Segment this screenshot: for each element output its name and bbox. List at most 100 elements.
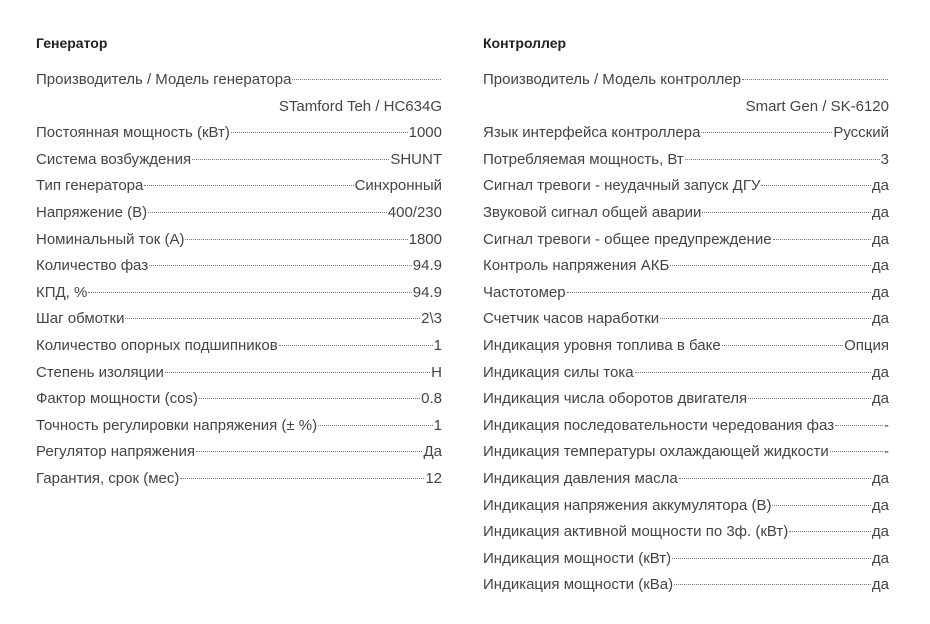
spec-row: Степень изоляции H — [36, 360, 442, 387]
spec-row-controller-model: Производитель / Модель контроллер — [483, 67, 889, 94]
dot-leader — [144, 185, 354, 187]
spec-row: Счетчик часов наработки да — [483, 306, 889, 333]
spec-row: Потребляемая мощность, Вт 3 — [483, 147, 889, 174]
spec-value: да — [871, 363, 889, 381]
spec-row: Индикация температуры охлаждающей жидкос… — [483, 439, 889, 466]
dot-leader — [192, 158, 390, 160]
dot-leader — [742, 79, 888, 80]
spec-row: Шаг обмотки 2\3 — [36, 306, 442, 333]
spec-label: Язык интерфейса контроллера — [483, 124, 701, 142]
spec-value: Русский — [833, 124, 889, 142]
spec-value: 400/230 — [387, 203, 442, 221]
spec-label: Регулятор напряжения — [36, 443, 195, 461]
spec-label: Гарантия, срок (мес) — [36, 469, 180, 487]
spec-label: Постоянная мощность (кВт) — [36, 124, 230, 142]
spec-row: Сигнал тревоги - общее предупреждение да — [483, 227, 889, 254]
spec-value: да — [871, 549, 889, 567]
spec-row: Система возбуждения SHUNT — [36, 147, 442, 174]
spec-label: Потребляемая мощность, Вт — [483, 150, 684, 168]
spec-label: Количество фаз — [36, 257, 149, 275]
spec-label: Производитель / Модель генератора — [36, 71, 292, 88]
spec-value: да — [871, 310, 889, 328]
spec-row: Количество опорных подшипников 1 — [36, 333, 442, 360]
spec-label: КПД, % — [36, 283, 88, 301]
spec-value: да — [871, 576, 889, 594]
spec-row: Язык интерфейса контроллера Русский — [483, 120, 889, 147]
spec-row: Номинальный ток (А) 1800 — [36, 227, 442, 254]
spec-label: Индикация уровня топлива в баке — [483, 336, 721, 354]
dot-leader — [198, 398, 421, 400]
dot-leader — [318, 424, 433, 426]
spec-row: Индикация последовательности чередования… — [483, 413, 889, 440]
dot-leader — [566, 291, 871, 293]
spec-value: да — [871, 283, 889, 301]
spec-value: 3 — [880, 150, 889, 168]
spec-row-generator-model: Производитель / Модель генератора — [36, 67, 442, 94]
spec-label: Индикация напряжения аккумулятора (В) — [483, 496, 772, 514]
spec-value: 12 — [425, 469, 442, 487]
spec-row: Гарантия, срок (мес) 12 — [36, 466, 442, 493]
spec-value: 94.9 — [412, 257, 442, 275]
controller-section: Контроллер Производитель / Модель контро… — [483, 33, 889, 599]
generator-model-value: STamford Teh / HC634G — [278, 97, 442, 115]
spec-row: Постоянная мощность (кВт) 1000 — [36, 120, 442, 147]
controller-model-value: Smart Gen / SK-6120 — [745, 97, 889, 115]
spec-label: Счетчик часов наработки — [483, 310, 660, 328]
spec-row: Звуковой сигнал общей аварии да — [483, 200, 889, 227]
spec-label: Система возбуждения — [36, 150, 192, 168]
dot-leader — [772, 238, 871, 240]
spec-label: Степень изоляции — [36, 363, 164, 381]
dot-leader — [761, 185, 871, 187]
dot-leader — [660, 318, 871, 320]
dot-leader — [164, 371, 431, 373]
spec-label: Шаг обмотки — [36, 310, 125, 328]
spec-label: Сигнал тревоги - неудачный запуск ДГУ — [483, 177, 761, 195]
spec-value: да — [871, 523, 889, 541]
spec-label: Индикация активной мощности по 3ф. (кВт) — [483, 523, 789, 541]
spec-row: Индикация мощности (кВа) да — [483, 572, 889, 599]
spec-row: Точность регулировки напряжения (± %) 1 — [36, 413, 442, 440]
spec-row: Индикация числа оборотов двигателя да — [483, 386, 889, 413]
spec-value: 0.8 — [421, 390, 442, 408]
spec-value: да — [871, 469, 889, 487]
spec-label: Индикация давления масла — [483, 469, 678, 487]
spec-value: 1800 — [408, 230, 442, 248]
dot-leader — [278, 344, 433, 346]
spec-value: H — [431, 363, 442, 381]
dot-leader — [674, 584, 871, 586]
spec-row: Напряжение (В) 400/230 — [36, 200, 442, 227]
dot-leader — [634, 371, 871, 373]
spec-row: Индикация давления масла да — [483, 466, 889, 493]
spec-label: Количество опорных подшипников — [36, 336, 278, 354]
spec-value: Да — [423, 443, 442, 461]
spec-value: да — [871, 257, 889, 275]
spec-label: Напряжение (В) — [36, 203, 148, 221]
spec-label: Индикация последовательности чередования… — [483, 416, 835, 434]
spec-value: Синхронный — [354, 177, 442, 195]
dot-leader — [701, 132, 833, 134]
spec-row: Индикация уровня топлива в баке Опция — [483, 333, 889, 360]
dot-leader — [672, 557, 871, 559]
spec-label: Частотомер — [483, 283, 566, 301]
spec-value: да — [871, 177, 889, 195]
spec-label: Индикация мощности (кВа) — [483, 576, 674, 594]
spec-row: КПД, % 94.9 — [36, 280, 442, 307]
spec-row: Регулятор напряжения Да — [36, 439, 442, 466]
spec-value: 1 — [433, 416, 442, 434]
spec-row: Частотомер да — [483, 280, 889, 307]
dot-leader — [684, 158, 880, 160]
spec-label: Индикация числа оборотов двигателя — [483, 390, 748, 408]
dot-leader — [185, 238, 408, 240]
dot-leader — [148, 211, 387, 213]
dot-leader — [835, 424, 883, 426]
spec-value: Опция — [844, 336, 889, 354]
dot-leader — [195, 451, 423, 453]
spec-value: 1000 — [408, 124, 442, 142]
spec-value: - — [884, 443, 889, 461]
generator-section: Генератор Производитель / Модель генерат… — [36, 33, 442, 493]
spec-row: Индикация напряжения аккумулятора (В) да — [483, 493, 889, 520]
dot-leader — [829, 451, 883, 453]
dot-leader — [292, 79, 441, 80]
spec-row: Сигнал тревоги - неудачный запуск ДГУ да — [483, 173, 889, 200]
dot-leader — [180, 477, 425, 479]
